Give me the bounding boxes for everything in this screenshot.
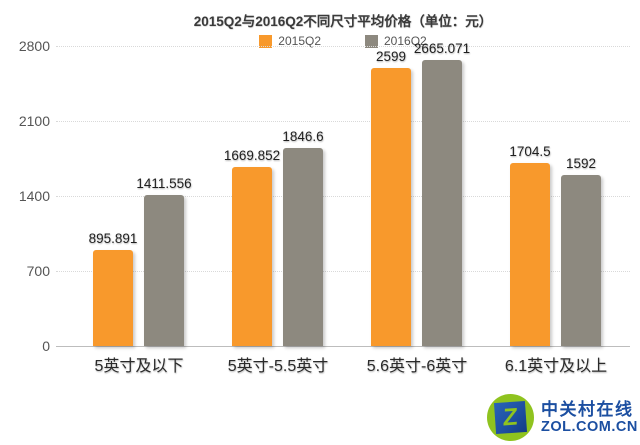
value-label-2016q2-group-3: 1592 [565, 156, 597, 172]
x-axis-line [56, 346, 630, 347]
value-label-2015q2-group-2: 2599 [375, 48, 407, 64]
zol-logo-text-en: ZOL.COM.CN [541, 418, 638, 435]
y-tick-label: 1400 [18, 188, 50, 204]
x-category-label-1: 5英寸-5.5英寸 [227, 358, 329, 375]
gridline [56, 271, 630, 272]
value-label-2016q2-group-2: 2665.071 [413, 41, 471, 57]
zol-logo-z-letter: Z [502, 402, 519, 432]
gridline [56, 196, 630, 197]
chart-legend: 2015Q2 2016Q2 [56, 34, 630, 48]
value-label-2016q2-group-0: 1411.556 [136, 175, 192, 191]
x-category-label-2: 5.6英寸-6英寸 [366, 358, 468, 375]
legend-swatch-2015q2-icon [259, 34, 273, 48]
gridline [56, 121, 630, 122]
legend-item-2015q2: 2015Q2 [259, 34, 321, 48]
value-label-2015q2-group-0: 895.891 [88, 231, 138, 246]
x-category-label-3: 6.1英寸及以上 [504, 358, 608, 375]
bar-2016q2-group-2 [422, 60, 462, 346]
y-tick-label: 700 [26, 263, 50, 279]
x-category-label-0: 5英寸及以下 [94, 358, 184, 375]
zol-logo-text-cn: 中关村在线 [541, 399, 634, 419]
zol-logo-icon: Z [487, 394, 534, 441]
y-tick-label: 0 [42, 338, 50, 354]
bar-2015q2-group-0 [93, 250, 133, 346]
legend-swatch-2016q2-icon [365, 34, 378, 48]
bar-2015q2-group-1 [232, 167, 272, 346]
y-tick-label: 2800 [18, 38, 50, 54]
bar-2016q2-group-0 [144, 194, 184, 346]
y-tick-label: 2100 [18, 113, 50, 129]
bar-2015q2-group-2 [371, 67, 411, 346]
zol-logo: Z 中关村在线 ZOL.COM.CN [487, 394, 638, 441]
bar-2016q2-group-3 [561, 175, 601, 346]
legend-label-2016q2: 2016Q2 [384, 34, 427, 48]
value-label-2016q2-group-1: 1846.6 [282, 129, 324, 145]
value-label-2015q2-group-1: 1669.852 [223, 148, 281, 164]
chart-title: 2015Q2与2016Q2不同尺寸平均价格（单位：元） [193, 14, 493, 29]
gridline [56, 46, 630, 47]
legend-label-2015q2: 2015Q2 [278, 34, 321, 48]
bar-2016q2-group-1 [283, 148, 323, 346]
zol-logo-z-icon: Z [493, 400, 528, 435]
value-label-2015q2-group-3: 1704.5 [509, 144, 551, 160]
zol-logo-text: 中关村在线 ZOL.COM.CN [541, 400, 638, 436]
bar-2015q2-group-3 [510, 163, 550, 346]
legend-item-2016q2: 2016Q2 [365, 34, 427, 48]
